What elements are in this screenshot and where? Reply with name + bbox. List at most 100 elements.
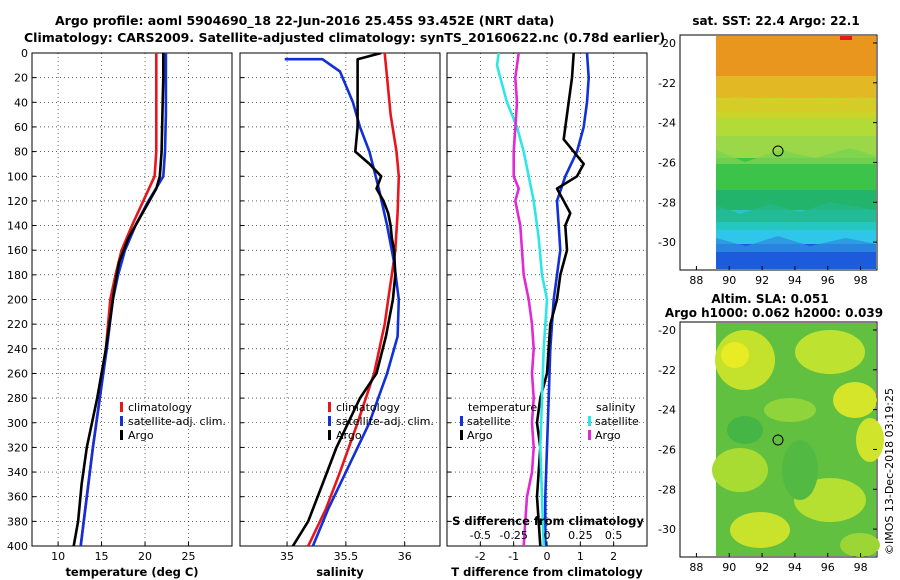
- x-tick-label: 36: [398, 550, 412, 563]
- temperature-x-tick-labels: 10 15 20 25: [51, 550, 195, 563]
- secondary-x-tick-label: -0.25: [499, 529, 527, 542]
- difference-x-tick-labels: -2 -1 0 1 2: [475, 550, 617, 563]
- salinity-series: [284, 53, 401, 546]
- temperature-series: [72, 53, 168, 546]
- map-y-tick-label: -26: [658, 156, 676, 169]
- series-line-salinity-satellite: [495, 53, 549, 546]
- y-tick-label: 100: [7, 170, 28, 183]
- y-tick-label: 40: [14, 96, 28, 109]
- y-tick-label: 60: [14, 121, 28, 134]
- sla-map-title-line1: Altim. SLA: 0.051: [711, 292, 828, 306]
- legend-label-sal-argo: Argo: [595, 429, 621, 442]
- map-y-tick-label: -24: [658, 117, 676, 130]
- sla-map-title-line2: Argo h1000: 0.062 h2000: 0.039: [665, 306, 883, 320]
- legend-swatch-argo: [328, 430, 331, 440]
- map-x-tick-label: 98: [854, 561, 868, 574]
- map-y-tick-label: -20: [658, 324, 676, 337]
- s-difference-x-label: S difference from climatology: [452, 514, 644, 528]
- map-y-tick-label: -28: [658, 483, 676, 496]
- x-tick-label: 2: [610, 550, 617, 563]
- legend-label-argo: Argo: [128, 429, 154, 442]
- map-x-tick-label: 88: [689, 561, 703, 574]
- sla-map-image: [712, 323, 884, 557]
- sla-map-ticks: 88 90 92 94 96 98 -20 -22 -24 -26 -28 -30: [658, 324, 877, 574]
- series-line-climatology: [307, 53, 401, 546]
- x-tick-label: 35.5: [334, 550, 359, 563]
- map-x-tick-label: 90: [722, 274, 736, 287]
- sst-argo-location-marker: [772, 145, 784, 157]
- sla-argo-location-marker: [772, 434, 784, 446]
- salinity-legend: climatology satellite-adj. clim. Argo: [328, 401, 434, 442]
- map-y-tick-label: -26: [658, 443, 676, 456]
- x-tick-label: 35: [280, 550, 294, 563]
- imos-credit: ©IMOS 13-Dec-2018 03:19:25: [883, 388, 896, 555]
- legend-label-climatology: climatology: [336, 401, 400, 414]
- legend-label-temp-argo: Argo: [467, 429, 493, 442]
- legend-label-argo: Argo: [336, 429, 362, 442]
- map-x-tick-label: 90: [722, 561, 736, 574]
- legend-swatch-argo: [120, 430, 123, 440]
- temperature-legend: climatology satellite-adj. clim. Argo: [120, 401, 226, 442]
- secondary-x-tick-label: 0: [544, 529, 551, 542]
- series-line-argo: [291, 53, 397, 546]
- x-tick-label: 15: [95, 550, 109, 563]
- sst-map-image: [716, 36, 876, 269]
- legend-swatch-satellite: [120, 416, 123, 426]
- y-tick-label: 0: [21, 47, 28, 60]
- s-difference-x-tick-labels: -0.5 -0.25 0 0.25 0.5: [470, 529, 623, 542]
- map-y-tick-label: -22: [658, 77, 676, 90]
- series-line-salinity-argo: [512, 53, 536, 546]
- y-tick-label: 320: [7, 441, 28, 454]
- y-tick-label: 220: [7, 318, 28, 331]
- y-tick-label: 240: [7, 343, 28, 356]
- y-tick-label: 280: [7, 392, 28, 405]
- y-tick-label: 380: [7, 515, 28, 528]
- y-tick-label: 340: [7, 466, 28, 479]
- depth-tick-labels: 0 20 40 60 80 100 120 140 160 180 200 220 240 260 280 3…: [7, 47, 28, 553]
- series-line-temperature-argo: [535, 53, 586, 546]
- secondary-x-tick-label: 0.25: [568, 529, 593, 542]
- legend-label-climatology: climatology: [128, 401, 192, 414]
- map-x-tick-label: 92: [755, 274, 769, 287]
- t-difference-x-label: T difference from climatology: [451, 565, 643, 579]
- salinity-x-tick-labels: 35 35.5 36: [280, 550, 412, 563]
- y-tick-label: 160: [7, 244, 28, 257]
- series-line-argo: [72, 53, 165, 546]
- y-tick-label: 300: [7, 417, 28, 430]
- x-tick-label: 20: [138, 550, 152, 563]
- legend-title-temperature: temperature: [468, 401, 537, 414]
- legend-swatch-sal-satellite: [588, 416, 591, 426]
- legend-swatch-temp-satellite: [460, 416, 463, 426]
- map-x-tick-label: 98: [854, 274, 868, 287]
- x-tick-label: -2: [475, 550, 486, 563]
- y-tick-label: 400: [7, 540, 28, 553]
- series-line-satellite-adj-clim-: [284, 57, 401, 546]
- x-tick-label: 0: [544, 550, 551, 563]
- map-x-tick-label: 94: [788, 274, 802, 287]
- sst-map-title: sat. SST: 22.4 Argo: 22.1: [692, 14, 859, 28]
- temperature-grid: [32, 52, 232, 547]
- series-line-temperature-satellite: [543, 53, 591, 546]
- figure-title-line1: Argo profile: aoml 5904690_18 22-Jun-201…: [55, 13, 554, 29]
- y-tick-label: 200: [7, 294, 28, 307]
- legend-label-satellite: satellite-adj. clim.: [336, 415, 434, 428]
- x-tick-label: -1: [508, 550, 519, 563]
- legend-swatch-satellite: [328, 416, 331, 426]
- map-x-tick-label: 94: [788, 561, 802, 574]
- map-x-tick-label: 96: [821, 274, 835, 287]
- x-tick-label: 10: [51, 550, 65, 563]
- y-tick-label: 80: [14, 146, 28, 159]
- y-tick-label: 20: [14, 72, 28, 85]
- sst-map-ticks: 88 90 92 94 96 98 -20 -22 -24 -26 -28 -30: [658, 37, 877, 287]
- map-y-tick-label: -20: [658, 37, 676, 50]
- x-tick-label: 1: [577, 550, 584, 563]
- series-line-satellite-adj-clim-: [79, 53, 168, 546]
- y-tick-label: 140: [7, 220, 28, 233]
- map-y-tick-label: -24: [658, 404, 676, 417]
- salinity-grid: [240, 52, 440, 547]
- map-y-tick-label: -30: [658, 236, 676, 249]
- legend-swatch-climatology: [120, 402, 123, 412]
- x-tick-label: 25: [182, 550, 196, 563]
- y-tick-label: 120: [7, 195, 28, 208]
